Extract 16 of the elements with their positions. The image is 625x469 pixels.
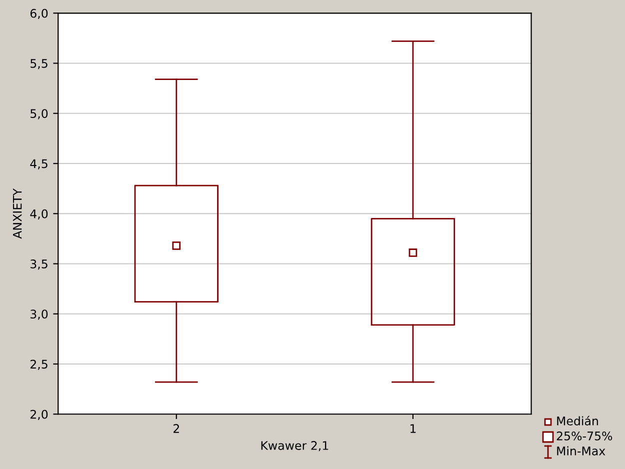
y-tick-label: 5,0 (30, 109, 48, 120)
y-tick-label: 5,5 (30, 59, 48, 70)
y-tick-label: 2,0 (30, 410, 48, 420)
text: Medián (557, 416, 598, 426)
y-tick-label: 3,0 (30, 310, 48, 320)
y-tick-label: 2,5 (30, 360, 48, 370)
y-axis-title: ANXIETY (13, 188, 22, 239)
y-tick-label: 4,5 (30, 159, 48, 170)
y-tick-label: 6,0 (30, 8, 48, 19)
y-tick-label: 4,0 (30, 209, 48, 220)
text: Min-Max (557, 446, 606, 456)
y-tick-label: 3,5 (30, 259, 48, 270)
text: 25%-75% (556, 431, 612, 440)
x-tick-label: 2 (174, 424, 179, 433)
x-axis-title: Kwawer 2,1 (261, 441, 328, 452)
x-tick-label: 1 (410, 424, 416, 433)
